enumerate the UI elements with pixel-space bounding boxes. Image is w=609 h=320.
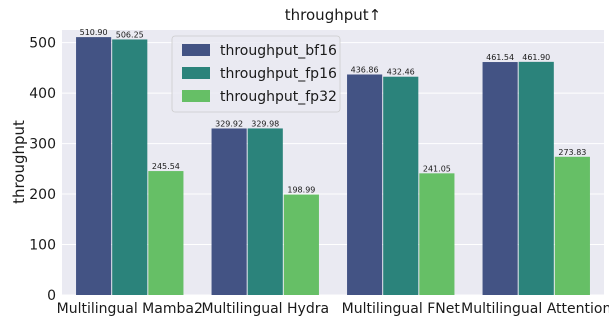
bar [148,171,184,295]
bar [76,37,112,296]
x-tick-label: Multilingual Mamba2 [57,301,203,317]
y-axis-label: throughput [10,120,28,204]
bar [347,74,383,295]
x-tick-label: Multilingual Hydra [201,301,329,317]
data-label: 461.54 [486,53,514,62]
bar [419,173,455,295]
legend-swatch [182,67,210,79]
bar [211,128,247,295]
legend-swatch [182,44,210,56]
data-label: 241.05 [423,164,451,173]
data-labels: 510.90 506.25 245.54 329.92 329.98 198.99 436.… [80,28,587,194]
data-label: 506.25 [116,30,144,39]
data-label: 198.99 [287,186,315,195]
data-label: 432.46 [387,68,415,77]
y-tick-label: 500 [29,36,56,52]
bar [554,156,590,295]
bar [283,194,319,295]
bars [76,37,590,296]
bar [247,128,283,295]
legend-label: throughput_bf16 [220,43,337,59]
data-label: 273.83 [558,148,586,157]
legend-label: throughput_fp16 [220,66,337,82]
data-label: 329.92 [215,119,243,128]
data-label: 461.90 [522,53,550,62]
y-tick-label: 300 [29,137,56,153]
data-label: 510.90 [80,28,108,37]
bar [482,62,518,295]
y-ticks: 0 100 200 300 400 500 [29,36,56,304]
bar [383,76,419,295]
legend-swatch [182,90,210,102]
chart-title: throughput↑ [285,6,381,24]
legend-label: throughput_fp32 [220,89,337,105]
legend-frame [171,35,341,113]
x-tick-label: Multilingual FNet [342,301,461,317]
data-label: 245.54 [152,162,180,171]
y-tick-label: 400 [29,86,56,102]
legend: throughput_bf16 throughput_fp16 throughput… [171,35,341,113]
data-label: 436.86 [351,65,379,74]
data-label: 329.98 [251,119,279,128]
y-tick-label: 200 [29,187,56,203]
y-tick-label: 0 [47,288,56,304]
bar [518,61,554,295]
x-tick-label: Multilingual Attention [461,301,609,317]
bar [112,39,148,295]
y-tick-label: 100 [29,238,56,254]
